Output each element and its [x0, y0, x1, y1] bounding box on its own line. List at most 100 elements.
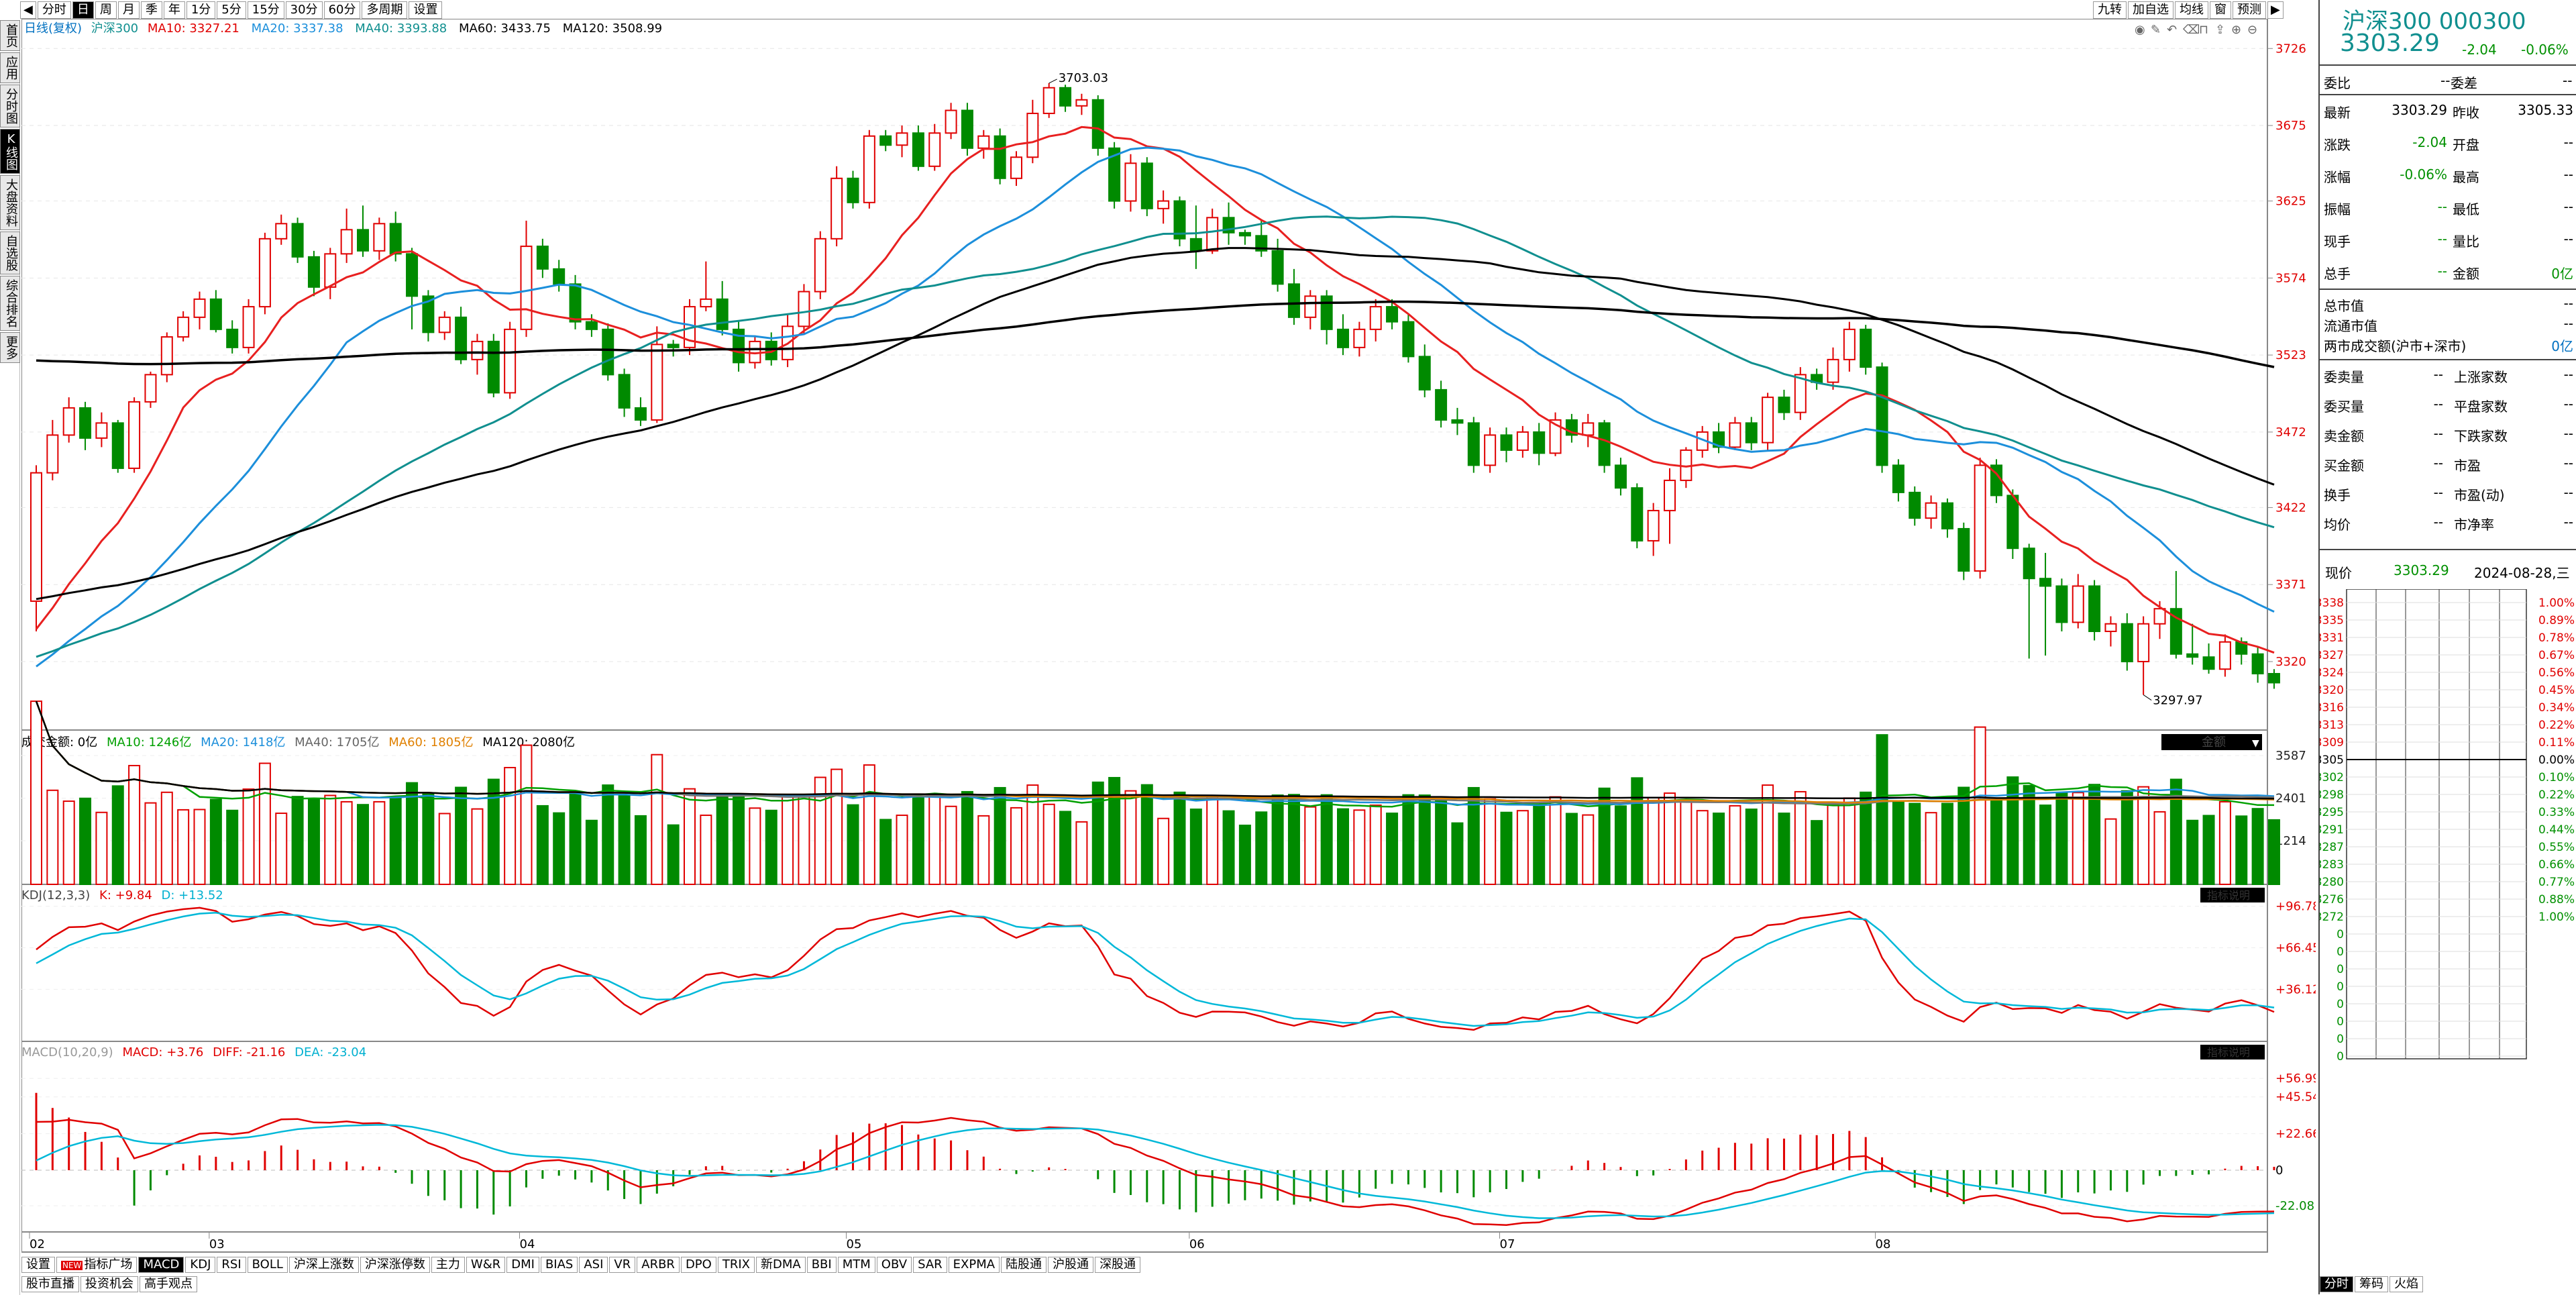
next-button[interactable]: ▶ — [2267, 1, 2284, 19]
new-badge: NEW — [61, 1261, 83, 1270]
eye-icon[interactable]: ◉ — [2135, 23, 2145, 37]
kdj-legend-prefix: KDJ(12,3,3) — [21, 888, 90, 902]
ma-button[interactable]: 均线 — [2175, 1, 2208, 19]
jiuzhuan-button[interactable]: 九转 — [2093, 1, 2127, 19]
tab-trix[interactable]: TRIX — [717, 1257, 755, 1273]
indicator-settings-tab[interactable]: 设置 — [21, 1257, 55, 1273]
volume-bar — [553, 812, 566, 885]
volume-axis-label: 2401 — [2275, 792, 2306, 806]
tab-weekly[interactable]: 周 — [95, 1, 117, 19]
pen-icon[interactable]: ✎ — [2151, 23, 2161, 37]
tab-dmi[interactable]: DMI — [506, 1257, 539, 1273]
mini-left-label: 3335 — [2320, 614, 2344, 627]
tab-yearly[interactable]: 年 — [163, 1, 185, 19]
tab-limit-count[interactable]: 沪深涨停数 — [360, 1257, 430, 1273]
nav-more[interactable]: 更多 — [0, 332, 20, 363]
security-change: -2.04 — [2462, 42, 2497, 58]
volume-bar — [1255, 811, 1268, 885]
volume-bar — [1729, 805, 1741, 886]
erase-icon[interactable]: ⌫ — [2183, 23, 2200, 37]
quote-label: 总手 — [2324, 266, 2351, 282]
tab-bbi[interactable]: BBI — [806, 1257, 837, 1273]
nav-watchlist[interactable]: 自选股 — [0, 231, 20, 274]
tab-60min[interactable]: 60分 — [323, 1, 361, 19]
candle-body — [961, 109, 973, 149]
prev-button[interactable]: ◀ — [20, 1, 36, 19]
volume-bar — [1418, 794, 1431, 885]
tab-rsi[interactable]: RSI — [217, 1257, 246, 1273]
quote-value: -0.06% — [2400, 166, 2447, 183]
tab-obv[interactable]: OBV — [876, 1257, 912, 1273]
indicator-plaza-tab[interactable]: NEW 指标广场 — [56, 1257, 138, 1273]
mini-left-label: 0 — [2337, 980, 2344, 994]
tab-arbr[interactable]: ARBR — [637, 1257, 680, 1273]
undo-icon[interactable]: ↶ — [2167, 23, 2177, 37]
kdj-info-button[interactable] — [2200, 888, 2265, 902]
amount-selector[interactable] — [2161, 734, 2262, 750]
tab-30min[interactable]: 30分 — [285, 1, 323, 19]
tab-up-count[interactable]: 沪深上涨数 — [288, 1257, 359, 1273]
add-watchlist-button[interactable]: 加自选 — [2128, 1, 2174, 19]
opportunity-link[interactable]: 投资机会 — [80, 1276, 138, 1292]
mini-left-label: 3302 — [2320, 771, 2344, 784]
tab-expma[interactable]: EXPMA — [948, 1257, 1000, 1273]
candle-body — [814, 238, 826, 293]
macd-info-button[interactable] — [2200, 1045, 2265, 1059]
nav-ranking[interactable]: 综合排名 — [0, 276, 20, 331]
stat-label: 委卖量 — [2324, 369, 2364, 385]
right-toolbar: 九转 加自选 均线 窗 预测 ▶ — [2093, 1, 2284, 19]
mini-right-label: 0.22% — [2538, 788, 2575, 802]
window-button[interactable]: 窗 — [2210, 1, 2231, 19]
tab-flame[interactable]: 火焰 — [2390, 1276, 2423, 1292]
tab-mtm[interactable]: MTM — [837, 1257, 875, 1273]
tab-new-dma[interactable]: 新DMA — [755, 1257, 806, 1273]
forecast-button[interactable]: 预测 — [2233, 1, 2266, 19]
candle-body — [569, 283, 582, 323]
tab-5min[interactable]: 5分 — [217, 1, 246, 19]
tab-quarterly[interactable]: 季 — [140, 1, 162, 19]
tab-15min[interactable]: 15分 — [247, 1, 284, 19]
candle-body — [1729, 422, 1741, 448]
ma120-line — [36, 300, 2275, 368]
tab-time-share[interactable]: 分时 — [2320, 1276, 2353, 1292]
tab-main-force[interactable]: 主力 — [431, 1257, 465, 1273]
experts-link[interactable]: 高手观点 — [140, 1276, 197, 1292]
nav-apps[interactable]: 应用 — [0, 52, 20, 83]
tab-monthly[interactable]: 月 — [117, 1, 140, 19]
tab-shengutong[interactable]: 深股通 — [1095, 1257, 1141, 1273]
tab-hugutong[interactable]: 沪股通 — [1048, 1257, 1094, 1273]
volume-bar — [46, 789, 59, 885]
live-link[interactable]: 股市直播 — [21, 1276, 79, 1292]
mini-right-label: 0.56% — [2538, 666, 2575, 680]
tab-kdj[interactable]: KDJ — [185, 1257, 216, 1273]
export-icon[interactable]: ⇪ — [2215, 23, 2225, 37]
tab-multi-period[interactable]: 多周期 — [362, 1, 408, 19]
tab-sar[interactable]: SAR — [913, 1257, 947, 1273]
settings-button[interactable]: 设置 — [409, 1, 443, 19]
kdj-info-label: 指标说明 — [2207, 889, 2250, 902]
tab-dpo[interactable]: DPO — [680, 1257, 716, 1273]
tab-wr[interactable]: W&R — [466, 1257, 506, 1273]
legend-ma10: MA10: 3327.21 — [148, 21, 239, 36]
tab-1min[interactable]: 1分 — [186, 1, 216, 19]
mini-right-label: 0.55% — [2538, 841, 2575, 854]
nav-market-info[interactable]: 大盘资料 — [0, 175, 20, 230]
tab-vr[interactable]: VR — [609, 1257, 636, 1273]
kline-chart[interactable]: 日线(复权) 沪深300 MA10: 3327.21 MA20: 3337.38… — [21, 19, 2316, 1294]
tab-asi[interactable]: ASI — [579, 1257, 608, 1273]
nav-home[interactable]: 首页 — [0, 20, 20, 51]
lock-icon[interactable]: ⊓ — [2199, 23, 2208, 37]
tab-macd[interactable]: MACD — [138, 1257, 184, 1273]
zoom-out-icon[interactable]: ⊖ — [2247, 23, 2257, 37]
tab-chips[interactable]: 筹码 — [2355, 1276, 2388, 1292]
nav-intraday-chart[interactable]: 分时图 — [0, 85, 20, 127]
tab-bias[interactable]: BIAS — [540, 1257, 578, 1273]
tab-lugutong[interactable]: 陆股通 — [1001, 1257, 1047, 1273]
tab-boll[interactable]: BOLL — [247, 1257, 288, 1273]
nav-kline-chart[interactable]: K线图 — [0, 129, 20, 174]
tab-intraday[interactable]: 分时 — [37, 1, 71, 19]
tab-daily[interactable]: 日 — [72, 1, 94, 19]
zoom-in-icon[interactable]: ⊕ — [2231, 23, 2241, 37]
mini-right-label: 0.45% — [2538, 684, 2575, 697]
